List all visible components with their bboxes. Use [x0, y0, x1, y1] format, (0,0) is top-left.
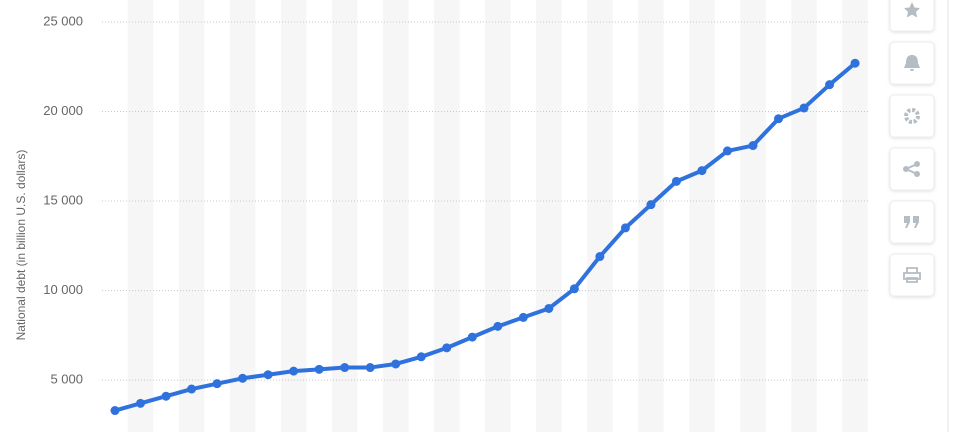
point — [314, 364, 324, 374]
point — [110, 406, 120, 416]
print-icon — [903, 267, 921, 283]
y-tick-label: 10 000 — [43, 282, 83, 297]
share-icon — [903, 161, 920, 177]
cite-button[interactable] — [889, 200, 935, 244]
stripe — [229, 0, 256, 432]
point — [212, 379, 222, 389]
point — [136, 398, 146, 408]
bell-icon — [904, 55, 920, 71]
point — [850, 58, 860, 68]
point — [263, 370, 273, 380]
point — [620, 223, 630, 233]
point — [391, 359, 401, 369]
y-axis-label: National debt (in billion U.S. dollars) — [14, 150, 28, 341]
stripe — [791, 0, 817, 432]
star-button[interactable] — [889, 0, 935, 32]
y-tick-label: 25 000 — [43, 13, 83, 28]
point — [467, 332, 477, 342]
stripe — [280, 0, 307, 432]
point — [722, 146, 732, 156]
y-tick-label: 5 000 — [50, 372, 83, 387]
point — [493, 321, 503, 331]
point — [825, 80, 835, 90]
point — [799, 103, 809, 113]
point — [646, 200, 656, 210]
stripe — [331, 0, 358, 432]
point — [365, 363, 375, 373]
point — [161, 391, 171, 401]
print-button[interactable] — [889, 253, 935, 297]
plot: 5 000 10 000 15 000 20 000 25 000 — [43, 13, 868, 416]
point — [697, 166, 707, 176]
stripe — [689, 0, 715, 432]
point — [671, 176, 681, 186]
point — [569, 284, 579, 294]
stripe — [485, 0, 511, 432]
stripe — [638, 0, 664, 432]
stripe — [740, 0, 766, 432]
y-tick-label: 20 000 — [43, 103, 83, 118]
y-tick-label: 15 000 — [43, 192, 83, 207]
point — [187, 384, 197, 394]
stripes — [127, 0, 868, 432]
point — [442, 343, 452, 353]
share-button[interactable] — [889, 147, 935, 191]
sidebar — [889, 0, 935, 297]
point — [416, 352, 426, 362]
stripe — [127, 0, 154, 432]
point — [748, 141, 758, 151]
point — [774, 114, 784, 124]
point — [289, 366, 299, 376]
stripe — [434, 0, 460, 432]
stripe — [587, 0, 613, 432]
stripe — [178, 0, 205, 432]
stripe — [536, 0, 562, 432]
point — [544, 303, 554, 313]
point — [340, 363, 350, 373]
point — [518, 312, 528, 322]
star-icon — [904, 2, 920, 18]
settings-button[interactable] — [889, 94, 935, 138]
point — [595, 252, 605, 262]
quote-icon — [904, 216, 919, 228]
point — [238, 373, 248, 383]
gear-icon — [904, 108, 920, 124]
